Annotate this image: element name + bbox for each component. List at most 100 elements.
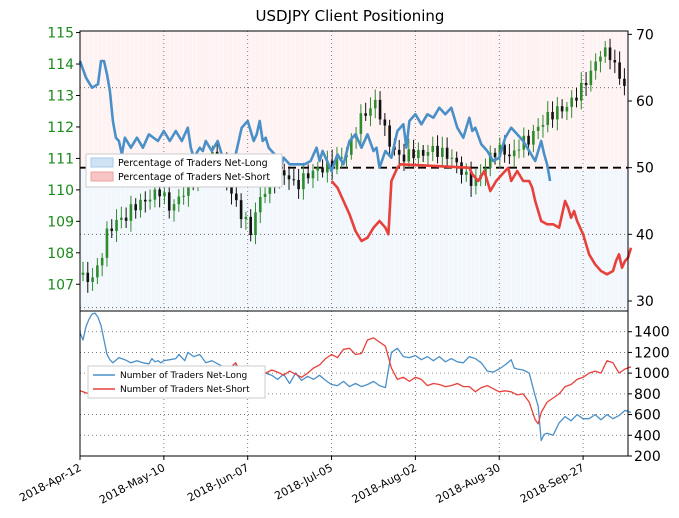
candle-body	[115, 219, 118, 232]
candle-body	[340, 157, 344, 159]
candle-body	[254, 212, 257, 236]
bottom-tick-label: 200	[634, 449, 661, 465]
right-percentage-axis: 70 60 50 40 30	[628, 27, 654, 310]
candle-body	[292, 179, 296, 181]
candle-body	[100, 257, 104, 266]
candle-body	[321, 167, 324, 173]
candle-body	[517, 149, 521, 151]
x-tick-label: 2018-Sep-27	[518, 461, 587, 506]
top-panel: 115 114 113 112 111 110 109 108 107 70 60 50 40 30 P…	[47, 26, 654, 312]
candle-body	[235, 193, 238, 201]
candle-body	[311, 170, 315, 179]
bottom-panel-frame	[79, 310, 629, 457]
x-tick-label: 2018-Jun-07	[185, 461, 251, 504]
price-candles	[81, 38, 626, 293]
candle-body	[258, 196, 262, 213]
bottom-tick-label: 600	[634, 408, 661, 424]
candle-body	[230, 181, 233, 194]
legend-swatch-net-long	[90, 157, 114, 168]
candle-body	[455, 157, 459, 163]
candle-body	[297, 179, 300, 190]
candle-body	[512, 150, 516, 157]
candle-body	[287, 175, 291, 180]
candle-body	[364, 113, 367, 116]
net-short-percentage-line	[330, 163, 633, 276]
net-long-percentage-line	[78, 59, 552, 182]
candle-body	[172, 204, 176, 211]
candle-body	[148, 199, 152, 202]
candle-body	[441, 147, 444, 157]
candle-body	[560, 106, 564, 112]
x-tick-label: 2018-Aug-02	[350, 461, 419, 506]
bottom-legend: Number of Traders Net-Long Number of Tra…	[87, 365, 266, 399]
legend-label-net-short: Percentage of Traders Net-Short	[118, 172, 270, 183]
candle-body	[584, 82, 588, 86]
candle-body	[508, 154, 511, 157]
bottom-tick-label: 1000	[634, 366, 670, 382]
left-tick-label: 115	[47, 26, 74, 42]
percentage-lines	[78, 59, 633, 276]
candle-body	[613, 60, 617, 63]
left-tick-label: 113	[47, 88, 74, 104]
right-count-axis: 1400 1200 1000 800 600 400 200	[628, 325, 670, 465]
right-tick-label: 60	[636, 94, 654, 110]
candle-body	[603, 47, 607, 57]
left-tick-label: 110	[47, 183, 74, 199]
candle-body	[474, 178, 478, 186]
candle-body	[158, 189, 161, 197]
candle-body	[153, 189, 157, 200]
candle-body	[565, 106, 569, 112]
candle-body	[570, 97, 574, 107]
candle-body	[120, 217, 123, 220]
left-tick-label: 114	[47, 57, 74, 73]
chart-title: USDJPY Client Positioning	[256, 7, 445, 25]
candle-body	[464, 171, 468, 175]
legend-label-net-long: Percentage of Traders Net-Long	[118, 158, 268, 169]
candle-body	[378, 99, 382, 120]
left-price-axis: 115 114 113 112 111 110 109 108 107	[47, 26, 80, 293]
candle-body	[445, 147, 449, 159]
candle-body	[498, 144, 502, 158]
candle-body	[134, 204, 137, 211]
candle-body	[86, 272, 90, 282]
bottom-tick-label: 1200	[634, 345, 670, 361]
x-tick-label: 2018-Jul-05	[272, 461, 334, 502]
candle-body	[182, 195, 185, 197]
candle-body	[383, 119, 387, 126]
candle-body	[373, 99, 377, 109]
candle-body	[359, 113, 363, 134]
candle-body	[388, 125, 391, 147]
right-tick-label: 40	[636, 227, 654, 243]
left-tick-label: 107	[47, 277, 74, 293]
candle-body	[129, 204, 133, 221]
candle-body	[143, 199, 147, 202]
candle-body	[594, 61, 597, 71]
net-long-count-line	[79, 312, 632, 442]
x-axis-dates: 2018-Apr-12 2018-May-10 2018-Jun-07 2018-Ju…	[17, 456, 586, 507]
candle-body	[551, 112, 554, 120]
candle-body	[402, 154, 406, 162]
candle-body	[316, 167, 320, 171]
candle-body	[556, 106, 559, 120]
candle-body	[623, 78, 626, 86]
candle-body	[302, 173, 305, 190]
left-tick-label: 112	[47, 120, 74, 136]
x-tick-label: 2018-Aug-30	[434, 461, 503, 506]
candle-body	[263, 193, 267, 197]
top-legend: Percentage of Traders Net-Long Percentag…	[85, 153, 283, 188]
candle-body	[608, 47, 612, 61]
candle-body	[527, 135, 530, 145]
candle-body	[575, 97, 578, 101]
candle-body	[541, 125, 545, 127]
candle-body	[105, 228, 109, 258]
left-tick-label: 111	[47, 151, 74, 167]
candle-body	[436, 145, 439, 157]
candle-body	[421, 149, 425, 156]
candle-body	[239, 200, 243, 220]
bottom-tick-label: 1400	[634, 325, 670, 341]
x-tick-label: 2018-Apr-12	[17, 461, 83, 504]
candle-body	[177, 196, 181, 205]
candle-body	[532, 130, 535, 145]
candle-body	[450, 157, 454, 159]
